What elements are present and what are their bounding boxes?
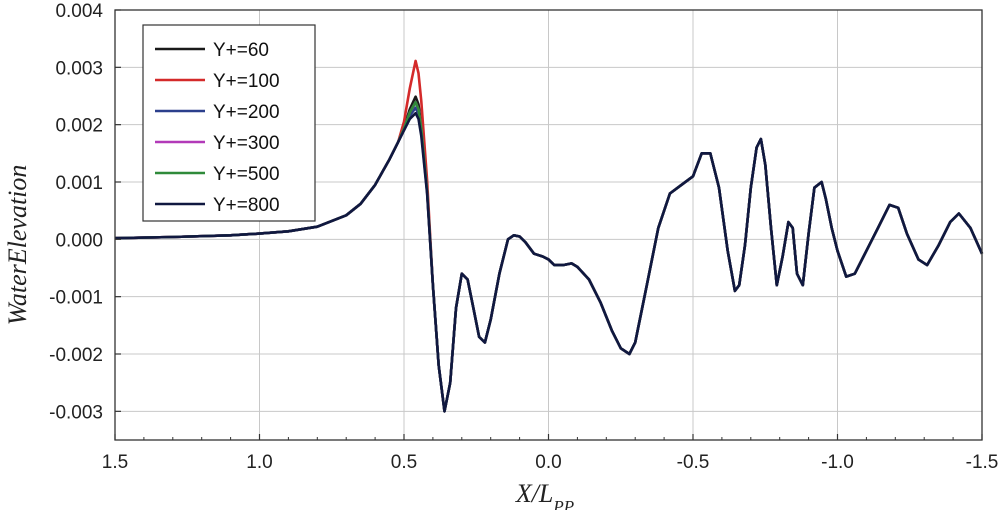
legend-entry: Y+=100 bbox=[213, 71, 280, 92]
legend-entry: Y+=60 bbox=[213, 40, 269, 61]
y-tick-labels: -0.003 -0.002 -0.001 0.000 0.001 0.002 0.003 0.… bbox=[49, 1, 121, 423]
y-tick-label: 0.003 bbox=[55, 58, 103, 79]
legend: Y+=60 Y+=100 Y+=200 Y+=300 Y+=500 Y+=800 bbox=[142, 24, 316, 222]
y-axis-title: WaterElevation bbox=[3, 165, 32, 326]
legend-box bbox=[142, 24, 316, 222]
series-line-6 bbox=[114, 111, 984, 413]
y-tick-label: 0.002 bbox=[55, 116, 103, 137]
x-tick-label: 0.5 bbox=[391, 452, 417, 473]
legend-entry: Y+=200 bbox=[213, 102, 280, 123]
x-tick-label: 0.0 bbox=[535, 452, 561, 473]
y-tick-label: -0.002 bbox=[49, 345, 103, 366]
y-tick-label: -0.001 bbox=[49, 288, 103, 309]
x-axis-title: X/LPP bbox=[515, 479, 574, 510]
x-tick-label: 1.5 bbox=[102, 452, 128, 473]
y-tick-label: -0.003 bbox=[49, 402, 103, 423]
x-tick-label: 1.0 bbox=[246, 452, 272, 473]
legend-entry: Y+=300 bbox=[213, 133, 280, 154]
legend-entry: Y+=800 bbox=[213, 195, 280, 216]
x-tick-label: -1.5 bbox=[966, 452, 999, 473]
legend-entry: Y+=500 bbox=[213, 164, 280, 185]
x-tick-label: -0.5 bbox=[677, 452, 710, 473]
x-tick-label: -1.0 bbox=[821, 452, 854, 473]
y-tick-label: 0.000 bbox=[55, 230, 103, 251]
y-tick-label: 0.001 bbox=[55, 173, 103, 194]
x-tick-labels: 1.5 1.0 0.5 0.0 -0.5 -1.0 -1.5 bbox=[102, 434, 999, 473]
x-axis-title-subscript: PP bbox=[552, 497, 574, 510]
y-tick-label: 0.004 bbox=[55, 1, 103, 22]
series-lines bbox=[114, 59, 984, 413]
